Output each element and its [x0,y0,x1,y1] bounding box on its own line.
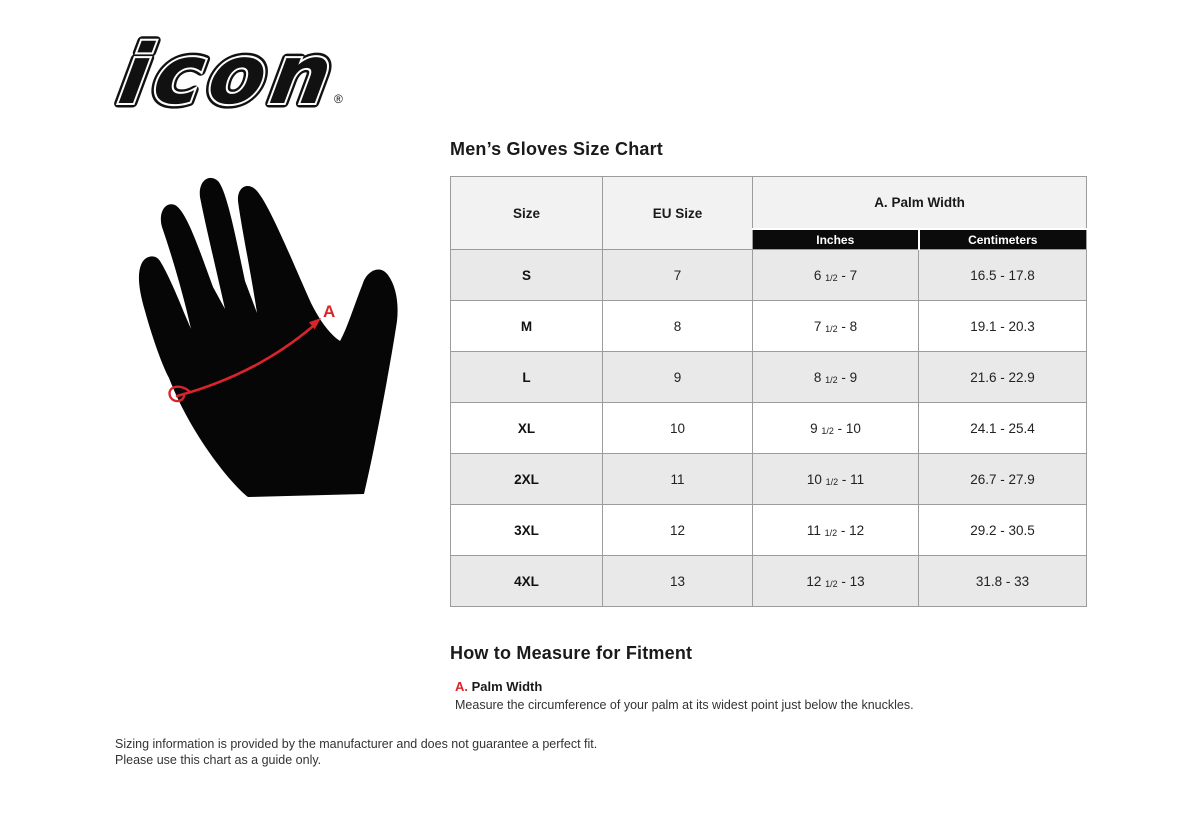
eu-size-cell: 9 [602,351,753,403]
disclaimer-line-2: Please use this chart as a guide only. [115,753,322,767]
size-cell: 4XL [450,555,603,607]
registered-mark: ® [334,92,343,106]
logo-text-fill: icon [113,36,345,121]
inches-cell: 8 1/2 - 9 [752,351,919,403]
size-table-row: XL 10 9 1/2 - 10 24.1 - 25.4 [450,402,1088,454]
eu-size-cell: 13 [602,555,753,607]
hand-measurement-diagram: A [138,177,398,497]
eu-size-cell: 7 [602,249,753,301]
inches-cell: 10 1/2 - 11 [752,453,919,505]
centimeters-cell: 26.7 - 27.9 [917,453,1088,505]
how-to-measure-heading: How to Measure for Fitment [450,643,693,663]
palm-width-label: A. Palm Width [455,679,1090,694]
eu-size-cell: 10 [602,402,753,454]
centimeters-cell: 16.5 - 17.8 [917,249,1088,301]
size-chart-title: Men’s Gloves Size Chart [450,139,663,159]
centimeters-cell: 31.8 - 33 [917,555,1088,607]
size-cell: 2XL [450,453,603,505]
column-header-size: Size [450,176,603,250]
size-cell: L [450,351,603,403]
logo-text-outline: icon [113,36,345,121]
table-header-row: Size EU Size A. Palm Width [450,176,1088,250]
centimeters-cell: 24.1 - 25.4 [917,402,1088,454]
size-table-row: 3XL 12 11 1/2 - 12 29.2 - 30.5 [450,504,1088,556]
size-cell: XL [450,402,603,454]
inches-cell: 11 1/2 - 12 [752,504,919,556]
size-cell: M [450,300,603,352]
palm-width-letter: A. [455,679,468,694]
logo-text-inline: icon [113,36,345,121]
inches-cell: 9 1/2 - 10 [752,402,919,454]
column-header-palm-width: A. Palm Width [751,176,1088,230]
hand-silhouette [138,177,398,497]
eu-size-cell: 8 [602,300,753,352]
size-table-row: 2XL 11 10 1/2 - 11 26.7 - 27.9 [450,453,1088,505]
centimeters-cell: 21.6 - 22.9 [917,351,1088,403]
arrowhead [308,318,321,330]
size-cell: S [450,249,603,301]
palm-width-label-text: Palm Width [471,679,543,694]
icon-brand-logo: icon icon icon ® [112,36,349,121]
gloves-size-table: Size EU Size A. Palm Width Inches Centim… [450,176,1088,607]
eu-size-cell: 12 [602,504,753,556]
size-chart-section: Men’s Gloves Size Chart Size EU Size A. … [450,138,1090,713]
table-subheader-row: Inches Centimeters [451,228,1088,250]
disclaimer-line-1: Sizing information is provided by the ma… [115,737,598,751]
centimeters-cell: 29.2 - 30.5 [917,504,1088,556]
size-table-row: 4XL 13 12 1/2 - 13 31.8 - 33 [450,555,1088,607]
centimeters-cell: 19.1 - 20.3 [917,300,1088,352]
palm-width-arc [175,325,314,398]
column-header-inches: Inches [752,228,919,250]
inches-cell: 7 1/2 - 8 [752,300,919,352]
sizing-disclaimer: Sizing information is provided by the ma… [115,736,597,768]
inches-cell: 6 1/2 - 7 [752,249,919,301]
column-header-centimeters: Centimeters [917,228,1088,250]
inches-cell: 12 1/2 - 13 [752,555,919,607]
tape-curl [168,385,191,403]
column-header-eu-size: EU Size [602,176,753,250]
marker-a-label: A [323,302,335,321]
eu-size-cell: 11 [602,453,753,505]
palm-width-description: Measure the circumference of your palm a… [455,698,914,712]
size-cell: 3XL [450,504,603,556]
